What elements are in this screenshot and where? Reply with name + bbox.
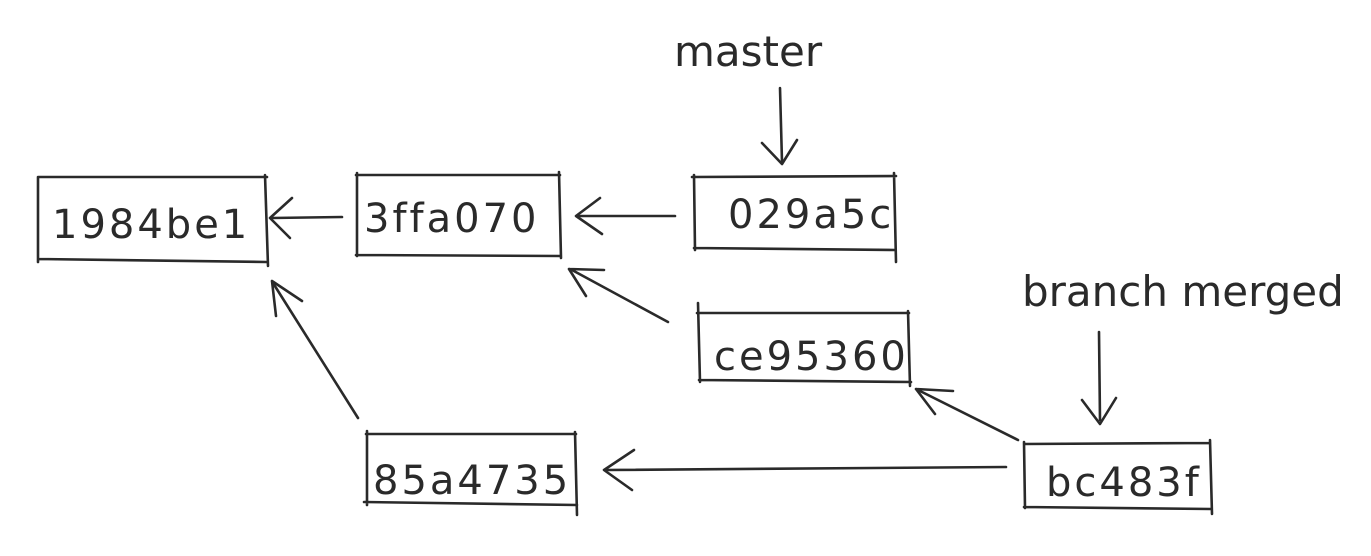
arrow-3ffa070-to-1984be1 bbox=[268, 196, 344, 240]
commit-hash-85a4735: 85a4735 bbox=[373, 458, 571, 504]
commit-hash-3ffa070: 3ffa070 bbox=[364, 196, 539, 242]
commit-hash-029a5c: 029a5c bbox=[728, 192, 894, 238]
arrow-85a4735-to-1984be1 bbox=[270, 279, 360, 420]
commit-node-bc483f: bc483f bbox=[1022, 438, 1214, 516]
commit-node-1984be1: 1984be1 bbox=[36, 173, 270, 268]
pointer-master: master bbox=[674, 27, 823, 166]
commit-node-ce95360: ce95360 bbox=[695, 301, 913, 388]
arrow-bc483f-to-85a4735 bbox=[602, 448, 1008, 492]
commit-hash-bc483f: bc483f bbox=[1046, 460, 1202, 506]
arrow-ce95360-to-3ffa070 bbox=[567, 267, 670, 324]
pointer-branch-merged: branch merged bbox=[1022, 267, 1344, 426]
arrow-029a5c-to-3ffa070 bbox=[574, 196, 677, 236]
commit-node-029a5c: 029a5c bbox=[690, 171, 898, 264]
commit-node-3ffa070: 3ffa070 bbox=[354, 170, 563, 260]
arrow-bc483f-to-ce95360 bbox=[914, 387, 1020, 442]
label-master: master bbox=[674, 27, 823, 76]
commit-hash-1984be1: 1984be1 bbox=[52, 202, 250, 248]
commit-hash-ce95360: ce95360 bbox=[714, 334, 909, 380]
label-branch-merged: branch merged bbox=[1022, 267, 1344, 316]
commit-node-85a4735: 85a4735 bbox=[362, 429, 579, 517]
